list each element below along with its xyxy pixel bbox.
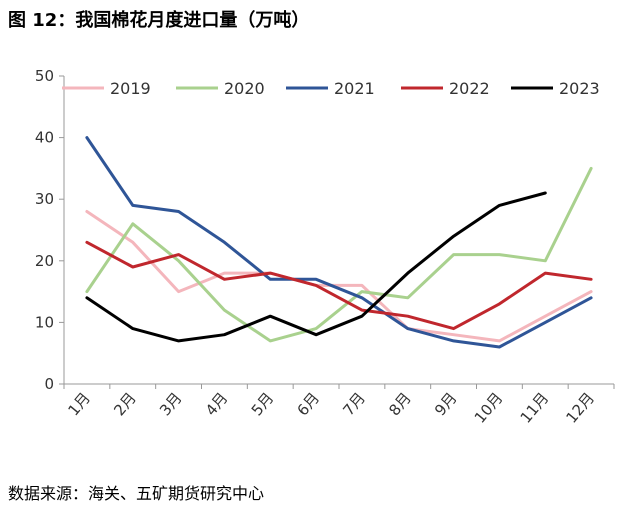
series-line-2023 (85, 191, 547, 343)
series-layer (85, 136, 593, 349)
series-line-2020 (85, 166, 593, 343)
x-tick-label: 11月 (517, 389, 553, 427)
y-tick-label: 40 (35, 129, 54, 147)
x-tick-label: 8月 (385, 389, 415, 419)
legend-label-2022: 2022 (449, 79, 490, 98)
legend: 2019 2020 2021 2022 2023 (62, 79, 600, 98)
y-tick-label: 0 (44, 375, 54, 393)
x-tick-label: 2月 (110, 389, 140, 419)
series-line-2022 (85, 240, 593, 331)
x-tick-label: 7月 (339, 389, 369, 419)
x-tick-label: 5月 (248, 389, 278, 419)
chart-title: 图 12：我国棉花月度进口量（万吨） (8, 10, 310, 31)
x-tick-label: 1月 (64, 389, 94, 419)
y-tick-label: 20 (35, 252, 54, 270)
legend-label-2020: 2020 (224, 79, 265, 98)
x-tick-label: 10月 (471, 389, 507, 427)
legend-label-2023: 2023 (559, 79, 600, 98)
y-tick-label: 50 (35, 67, 54, 85)
x-tick-label: 6月 (294, 389, 324, 419)
source-note: 数据来源：海关、五矿期货研究中心 (8, 484, 265, 503)
legend-label-2021: 2021 (334, 79, 375, 98)
x-tick-label: 3月 (156, 389, 186, 419)
line-chart: 0 10 20 30 40 50 1月 2月 3月 4月 5月 6月 7月 8月 9月 10月 11月 12月 2… (35, 67, 615, 427)
axes: 0 10 20 30 40 50 1月 2月 3月 4月 5月 6月 7月 8月 9月 10月 11月 12月 (35, 67, 615, 427)
y-tick-label: 30 (35, 190, 54, 208)
x-tick-label: 12月 (562, 389, 598, 427)
series-line-2019 (85, 210, 593, 343)
y-tick-label: 10 (35, 313, 54, 331)
x-tick-label: 9月 (431, 389, 461, 419)
legend-label-2019: 2019 (110, 79, 151, 98)
x-tick-label: 4月 (202, 389, 232, 419)
series-line-2021 (85, 136, 593, 349)
